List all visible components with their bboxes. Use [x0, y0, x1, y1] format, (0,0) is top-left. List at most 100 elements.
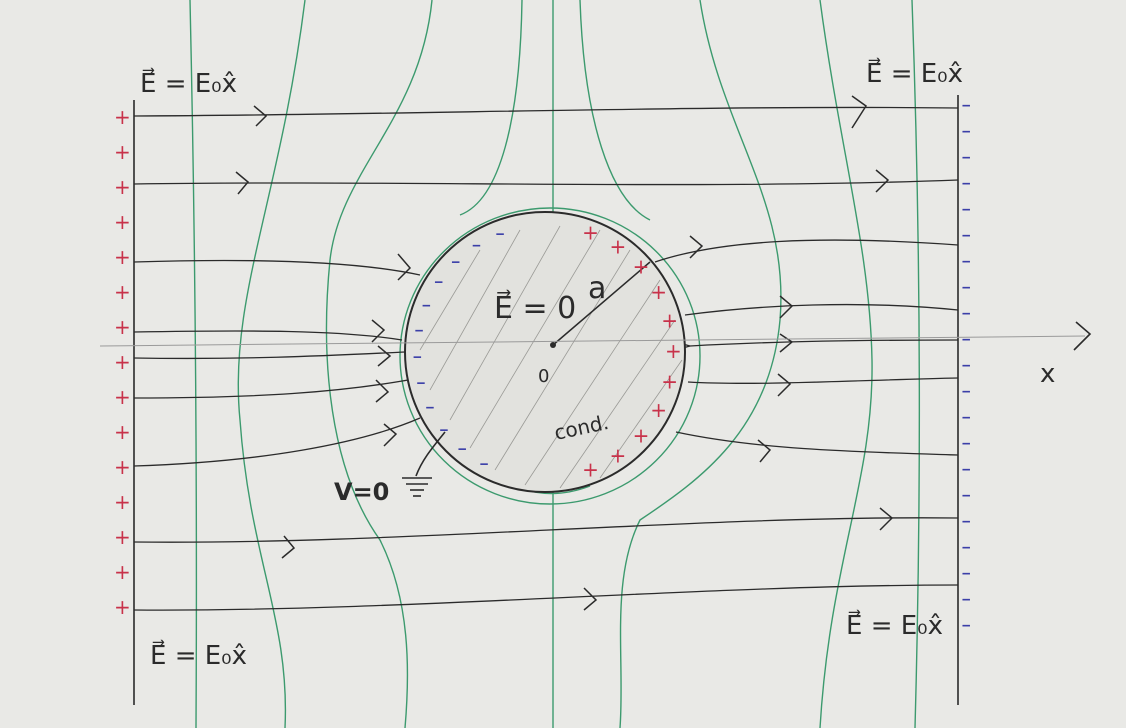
negative-charge: − [435, 275, 443, 291]
negative-charge: − [962, 358, 970, 374]
field-line [133, 106, 959, 117]
negative-charge: − [962, 436, 970, 452]
sphere-negative-charges: −−−−−−−−−−−− [413, 227, 504, 473]
positive-charge: + [650, 280, 667, 304]
negative-charge: − [451, 254, 459, 270]
positive-charge: + [582, 457, 599, 481]
sphere-outline [404, 211, 686, 493]
arrowhead [371, 319, 386, 343]
field-label-top-right: E⃗ = E₀x̂ [866, 57, 963, 89]
right-plate-charges: − − − − − − − − − − − − − − − − − − − − − [962, 98, 970, 634]
positive-charge: + [633, 423, 650, 447]
sphere-positive-charges: +++++++++++ [582, 221, 682, 482]
positive-charge: + [609, 443, 626, 467]
negative-charge: − [413, 349, 421, 365]
equipotential-line [579, 0, 651, 221]
field-label-bottom-left: E⃗ = E₀x̂ [150, 639, 247, 671]
negative-charge: − [480, 456, 488, 472]
negative-charge: − [962, 124, 970, 140]
negative-charge: − [962, 540, 970, 556]
field-line [133, 517, 959, 543]
positive-charge: + [114, 245, 131, 269]
negative-charge: − [962, 488, 970, 504]
left-plate-charges: + + + + + + + + + + + + + + + [114, 105, 131, 619]
positive-charge: + [609, 235, 626, 259]
negative-charge: − [962, 566, 970, 582]
positive-charge: + [114, 350, 131, 374]
negative-charge: − [458, 442, 466, 458]
positive-charge: + [661, 309, 678, 333]
equipotential-line [819, 0, 873, 728]
x-axis-arrowhead [1073, 321, 1092, 351]
positive-charge: + [114, 490, 131, 514]
x-axis-label: x [1040, 359, 1055, 389]
negative-charge: − [422, 298, 430, 314]
field-line [687, 377, 959, 384]
positive-charge: + [114, 525, 131, 549]
arrowhead [757, 439, 772, 463]
arrowhead [253, 105, 268, 127]
conducting-sphere [404, 211, 686, 493]
arrowhead [281, 535, 296, 559]
radius-label: a [588, 271, 606, 306]
negative-charge: − [962, 98, 970, 114]
negative-charge: − [962, 332, 970, 348]
positive-charge: + [582, 221, 599, 245]
negative-charge: − [962, 228, 970, 244]
negative-charge: − [440, 423, 448, 439]
positive-charge: + [114, 140, 131, 164]
equipotential-line [911, 0, 921, 728]
field-line [654, 239, 959, 263]
negative-charge: − [962, 514, 970, 530]
ground-label: V=0 [334, 478, 389, 506]
positive-charge: + [114, 455, 131, 479]
negative-charge: − [496, 227, 504, 243]
arrowhead [383, 423, 398, 447]
negative-charge: − [426, 400, 434, 416]
negative-charge: − [962, 592, 970, 608]
negative-charge: − [962, 150, 970, 166]
negative-charge: − [962, 618, 970, 634]
negative-charge: − [962, 462, 970, 478]
positive-charge: + [114, 560, 131, 584]
negative-charge: − [962, 280, 970, 296]
negative-charge: − [415, 323, 423, 339]
arrowhead [875, 169, 890, 193]
arrowhead [235, 171, 250, 195]
arrowhead [879, 507, 894, 531]
field-line [133, 179, 959, 186]
field-label-bottom-right: E⃗ = E₀x̂ [846, 609, 943, 641]
equipotential-line [619, 0, 782, 728]
positive-charge: + [650, 398, 667, 422]
field-line [133, 351, 406, 360]
field-line [675, 431, 959, 456]
field-line [133, 259, 421, 276]
ground-symbol [402, 431, 446, 497]
positive-charge: + [665, 339, 682, 363]
positive-charge: + [661, 369, 678, 393]
negative-charge: − [962, 202, 970, 218]
positive-charge: + [114, 280, 131, 304]
arrowhead [583, 587, 598, 611]
equipotential-line [325, 0, 433, 728]
field-line [133, 584, 959, 611]
negative-charge: − [962, 384, 970, 400]
positive-charge: + [114, 105, 131, 129]
field-line [133, 417, 421, 467]
arrowhead [689, 235, 704, 259]
field-line [684, 303, 959, 316]
positive-charge: + [114, 420, 131, 444]
hatching [419, 225, 683, 489]
equipotential-lines [189, 0, 921, 728]
negative-charge: − [417, 375, 425, 391]
origin-label: 0 [538, 366, 549, 387]
positive-charge: + [633, 255, 650, 279]
inside-field-label: E⃗ = 0 [494, 290, 576, 326]
arrowhead [375, 379, 390, 403]
field-label-top-left: E⃗ = E₀x̂ [140, 67, 237, 99]
origin-dot [550, 342, 556, 348]
arrowhead [851, 95, 868, 129]
equipotential-line [459, 0, 523, 216]
arrowhead [779, 333, 794, 353]
